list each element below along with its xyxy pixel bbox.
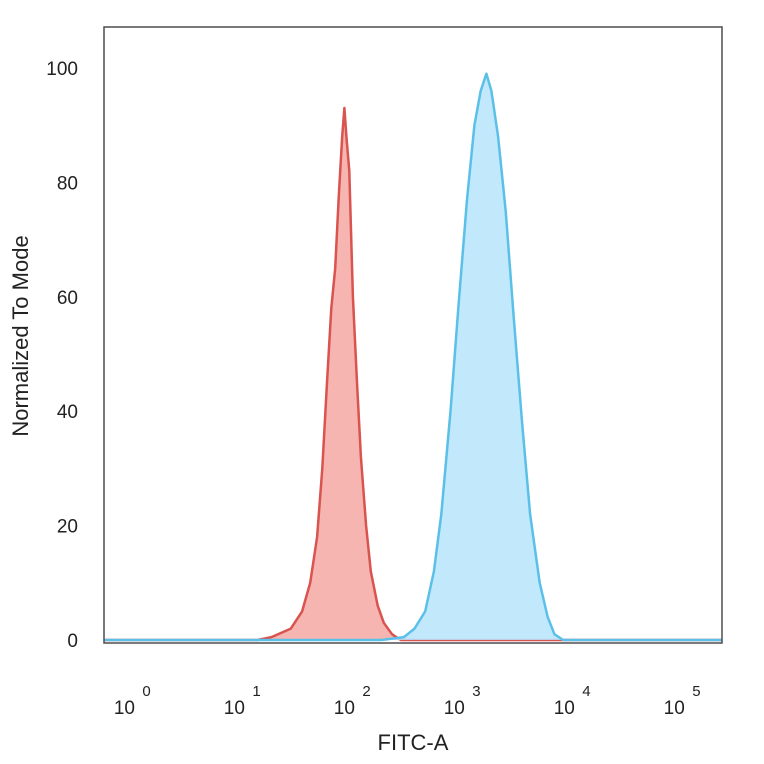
x-tick-label: 10 [224, 698, 245, 719]
x-tick-label: 10 [114, 698, 135, 719]
x-tick-exponent: 1 [252, 683, 260, 700]
series-1-area [104, 108, 722, 640]
x-tick-exponent: 3 [472, 683, 480, 700]
x-tick-label: 10 [444, 698, 465, 719]
x-tick-exponent: 5 [692, 683, 700, 700]
series-2-area [104, 73, 722, 640]
x-tick-exponent: 0 [142, 683, 150, 700]
series-1-line [104, 106, 722, 642]
y-axis-label: Normalized To Mode [8, 235, 33, 436]
series-2-line [104, 72, 722, 642]
y-axis-ticks: 0 20 40 60 80 100 [46, 59, 78, 652]
x-tick-exponent: 4 [582, 683, 590, 700]
y-tick-label: 0 [67, 631, 78, 652]
y-tick-label: 80 [57, 173, 78, 194]
y-tick-label: 100 [46, 59, 78, 80]
x-tick-label: 10 [334, 698, 355, 719]
y-tick-label: 20 [57, 517, 78, 538]
y-tick-label: 40 [57, 402, 78, 423]
y-tick-label: 60 [57, 288, 78, 309]
x-axis-label: FITC-A [378, 730, 449, 755]
plot-frame [103, 26, 723, 644]
x-axis-ticks: 10 0 10 1 10 2 10 3 10 4 10 5 [114, 683, 701, 719]
series-layer [104, 72, 722, 642]
x-tick-label: 10 [664, 698, 685, 719]
x-tick-exponent: 2 [362, 683, 370, 700]
x-tick-label: 10 [554, 698, 575, 719]
